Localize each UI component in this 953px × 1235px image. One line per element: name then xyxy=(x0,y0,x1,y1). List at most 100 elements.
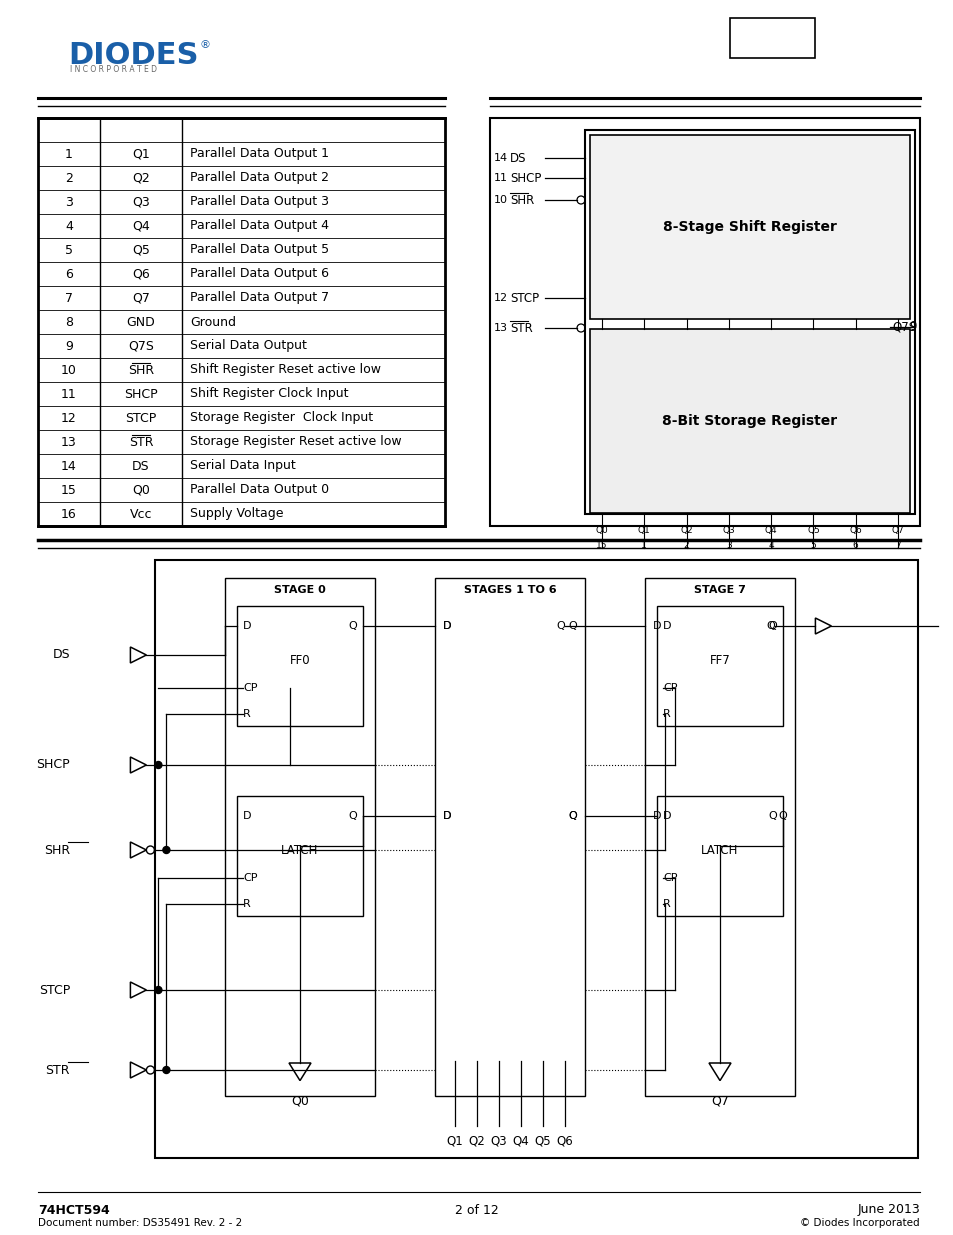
Text: Q7: Q7 xyxy=(710,1094,728,1108)
Text: Parallel Data Output 0: Parallel Data Output 0 xyxy=(190,483,329,496)
Text: R: R xyxy=(243,709,251,719)
Text: Q0: Q0 xyxy=(132,483,150,496)
Text: Q: Q xyxy=(348,621,356,631)
Text: CP: CP xyxy=(243,683,257,693)
Text: Q5: Q5 xyxy=(806,526,819,536)
Bar xyxy=(154,559,917,1158)
Text: Parallel Data Output 2: Parallel Data Output 2 xyxy=(190,172,329,184)
Text: D: D xyxy=(652,811,660,821)
Text: 13: 13 xyxy=(61,436,77,448)
Text: Q4: Q4 xyxy=(764,526,777,536)
Text: SHCP: SHCP xyxy=(36,758,70,772)
Text: Q1: Q1 xyxy=(446,1135,463,1147)
Text: Q6: Q6 xyxy=(848,526,862,536)
Text: Vcc: Vcc xyxy=(130,508,152,520)
Text: LATCH: LATCH xyxy=(700,845,738,857)
Text: Q5: Q5 xyxy=(534,1135,551,1147)
Text: R: R xyxy=(662,709,670,719)
Text: 9: 9 xyxy=(908,321,916,333)
Text: STR: STR xyxy=(129,436,153,448)
Text: D: D xyxy=(442,811,451,821)
Text: Q6: Q6 xyxy=(556,1135,573,1147)
Text: DS: DS xyxy=(132,459,150,473)
Text: Q3: Q3 xyxy=(721,526,735,536)
Bar xyxy=(589,135,909,319)
Text: June 2013: June 2013 xyxy=(857,1203,919,1216)
Text: STR: STR xyxy=(46,1063,70,1077)
Bar xyxy=(589,329,909,513)
Text: 1: 1 xyxy=(65,147,72,161)
Text: Storage Register  Clock Input: Storage Register Clock Input xyxy=(190,411,373,425)
Text: Q2: Q2 xyxy=(132,172,150,184)
Text: Q7S: Q7S xyxy=(128,340,153,352)
Text: Q7: Q7 xyxy=(132,291,150,305)
Text: 2: 2 xyxy=(65,172,72,184)
Bar xyxy=(644,578,794,1095)
Text: 11: 11 xyxy=(494,173,507,183)
Text: Serial Data Input: Serial Data Input xyxy=(190,459,295,473)
Text: 7: 7 xyxy=(65,291,73,305)
Text: SHCP: SHCP xyxy=(510,172,540,184)
Text: 12: 12 xyxy=(494,293,508,303)
Text: 15: 15 xyxy=(61,483,77,496)
Text: Shift Register Clock Input: Shift Register Clock Input xyxy=(190,388,348,400)
Text: 2 of 12: 2 of 12 xyxy=(455,1203,498,1216)
Bar xyxy=(435,578,584,1095)
Bar xyxy=(657,606,782,726)
Text: Parallel Data Output 1: Parallel Data Output 1 xyxy=(190,147,329,161)
Text: © Diodes Incorporated: © Diodes Incorporated xyxy=(800,1218,919,1228)
Text: Q1: Q1 xyxy=(132,147,150,161)
Text: SHR: SHR xyxy=(44,844,70,857)
Text: CP: CP xyxy=(243,873,257,883)
Text: Q3: Q3 xyxy=(132,195,150,209)
Text: 6: 6 xyxy=(852,541,858,550)
Text: Q: Q xyxy=(767,811,776,821)
Text: 1: 1 xyxy=(640,541,646,550)
Circle shape xyxy=(163,1067,170,1073)
Text: 2: 2 xyxy=(683,541,689,550)
Text: CP: CP xyxy=(662,873,677,883)
Text: Q0: Q0 xyxy=(291,1094,309,1108)
Text: SHCP: SHCP xyxy=(124,388,157,400)
Text: 74HCT594: 74HCT594 xyxy=(38,1203,110,1216)
Bar xyxy=(657,797,782,916)
Text: Q6: Q6 xyxy=(132,268,150,280)
Text: D: D xyxy=(442,621,451,631)
Text: 7: 7 xyxy=(894,541,900,550)
Text: Q2: Q2 xyxy=(468,1135,485,1147)
Text: D: D xyxy=(662,811,671,821)
Text: 6: 6 xyxy=(65,268,72,280)
Text: Parallel Data Output 4: Parallel Data Output 4 xyxy=(190,220,329,232)
Text: D: D xyxy=(442,811,451,821)
Text: Q7S: Q7S xyxy=(891,321,915,333)
Text: Q: Q xyxy=(556,621,564,631)
Text: D: D xyxy=(652,621,660,631)
Text: Q3: Q3 xyxy=(490,1135,507,1147)
Text: STCP: STCP xyxy=(510,291,538,305)
Text: 16: 16 xyxy=(61,508,77,520)
Text: Q7: Q7 xyxy=(891,526,903,536)
Text: Shift Register Reset active low: Shift Register Reset active low xyxy=(190,363,380,377)
Text: 8-Bit Storage Register: 8-Bit Storage Register xyxy=(661,414,837,429)
Text: 14: 14 xyxy=(494,153,508,163)
Text: GND: GND xyxy=(127,315,155,329)
Bar xyxy=(584,130,914,514)
Text: I N C O R P O R A T E D: I N C O R P O R A T E D xyxy=(70,65,157,74)
Text: Q2: Q2 xyxy=(679,526,692,536)
Text: 12: 12 xyxy=(61,411,77,425)
Text: STCP: STCP xyxy=(39,983,70,997)
Bar xyxy=(236,606,363,726)
Text: Q0: Q0 xyxy=(595,526,608,536)
Text: DS: DS xyxy=(52,648,70,662)
Text: D: D xyxy=(662,621,671,631)
Text: 15: 15 xyxy=(596,541,607,550)
Text: 10: 10 xyxy=(61,363,77,377)
Text: ®: ® xyxy=(200,40,211,49)
Text: FF0: FF0 xyxy=(290,655,310,667)
Text: 8: 8 xyxy=(65,315,73,329)
Bar xyxy=(729,19,814,58)
Text: Supply Voltage: Supply Voltage xyxy=(190,508,283,520)
Bar xyxy=(38,119,444,526)
Text: 3: 3 xyxy=(725,541,731,550)
Text: R: R xyxy=(243,899,251,909)
